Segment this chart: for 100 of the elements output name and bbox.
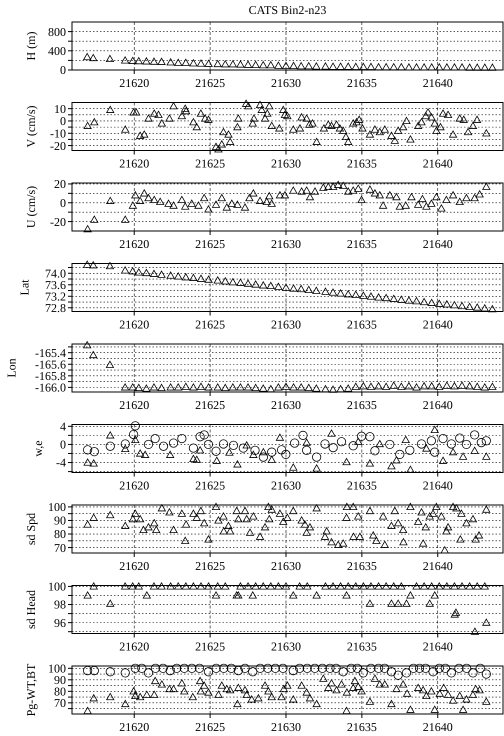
point: [328, 442, 338, 452]
y-axis-title: sd Spd: [24, 512, 38, 546]
x-tick-label: 21620: [119, 398, 150, 412]
point: [458, 382, 466, 389]
x-tick-label: 21620: [119, 318, 150, 332]
point: [204, 60, 213, 67]
point: [266, 61, 275, 68]
point: [390, 382, 398, 389]
point: [259, 384, 268, 392]
y-axis-title: Lon: [4, 358, 18, 378]
x-tick-label: 21625: [195, 76, 226, 90]
point: [394, 670, 403, 680]
point: [228, 383, 237, 390]
x-tick-label: 21625: [195, 237, 226, 251]
point: [302, 664, 312, 673]
point: [121, 56, 130, 64]
point: [440, 664, 450, 673]
point: [212, 456, 221, 464]
x-tick-label: 21625: [195, 478, 226, 492]
x-tick-label: 21625: [195, 720, 226, 734]
y-tick-label: 90: [54, 673, 66, 688]
point: [476, 664, 485, 673]
point: [366, 382, 375, 390]
y-tick-label: -20: [50, 214, 66, 229]
x-tick-label: 21620: [119, 237, 150, 251]
point: [298, 430, 308, 440]
y-tick-label: 70: [54, 696, 66, 710]
point: [405, 446, 414, 455]
x-tick-label: 21640: [422, 237, 453, 251]
point: [462, 664, 472, 673]
point: [106, 54, 114, 62]
point: [233, 460, 242, 468]
point: [266, 385, 275, 392]
point: [189, 59, 198, 66]
point: [359, 62, 368, 70]
point: [374, 293, 383, 301]
point: [259, 281, 268, 288]
point: [352, 290, 360, 298]
point: [150, 58, 158, 65]
point: [144, 440, 154, 450]
point: [128, 56, 137, 64]
point: [228, 278, 237, 286]
point: [336, 62, 345, 70]
point: [196, 274, 205, 282]
point: [416, 439, 426, 449]
point: [256, 664, 265, 673]
point: [404, 63, 413, 70]
x-tick-label: 21640: [422, 640, 453, 654]
point: [259, 448, 268, 456]
x-tick-label: 21640: [422, 76, 453, 90]
point: [192, 456, 201, 463]
point: [435, 63, 444, 70]
x-tick-label: 21630: [270, 478, 301, 492]
point: [263, 664, 272, 673]
x-tick-label: 21620: [119, 720, 150, 734]
point: [382, 382, 390, 390]
y-tick-label: 74.0: [45, 266, 66, 280]
point: [106, 442, 115, 451]
point: [236, 60, 244, 68]
point: [374, 664, 384, 673]
point: [136, 449, 144, 457]
point: [200, 430, 209, 440]
point: [482, 669, 491, 679]
point: [380, 664, 390, 673]
point: [228, 60, 237, 68]
point: [352, 664, 362, 673]
point: [406, 466, 414, 473]
x-tick-label: 21620: [119, 559, 150, 573]
point: [412, 63, 420, 70]
point: [312, 384, 320, 392]
point: [129, 430, 138, 440]
y-tick-label: 73.6: [45, 278, 66, 292]
point: [196, 60, 205, 67]
point: [204, 383, 213, 390]
point: [318, 664, 328, 673]
point: [352, 62, 360, 70]
y-tick-label: 90: [54, 514, 66, 528]
y-tick-label: 100: [48, 662, 66, 676]
point: [196, 446, 204, 454]
y-tick-label: -166.0: [35, 380, 66, 395]
y-tick-label: -165.8: [35, 369, 66, 384]
y-axis-title: U (cm/s): [24, 186, 38, 228]
y-tick-label: 0: [60, 114, 66, 128]
point: [434, 664, 444, 673]
point: [446, 439, 456, 449]
point: [480, 383, 489, 390]
point: [120, 668, 130, 678]
point: [250, 446, 260, 455]
point: [188, 443, 198, 453]
point: [281, 450, 290, 459]
x-tick-label: 21635: [346, 237, 377, 251]
x-tick-label: 21620: [119, 76, 150, 90]
point: [168, 438, 178, 448]
point: [412, 383, 420, 390]
point: [325, 664, 335, 673]
point: [158, 270, 166, 278]
point: [435, 300, 444, 307]
point: [370, 446, 380, 456]
x-tick-label: 21620: [119, 640, 150, 654]
point: [131, 436, 140, 443]
